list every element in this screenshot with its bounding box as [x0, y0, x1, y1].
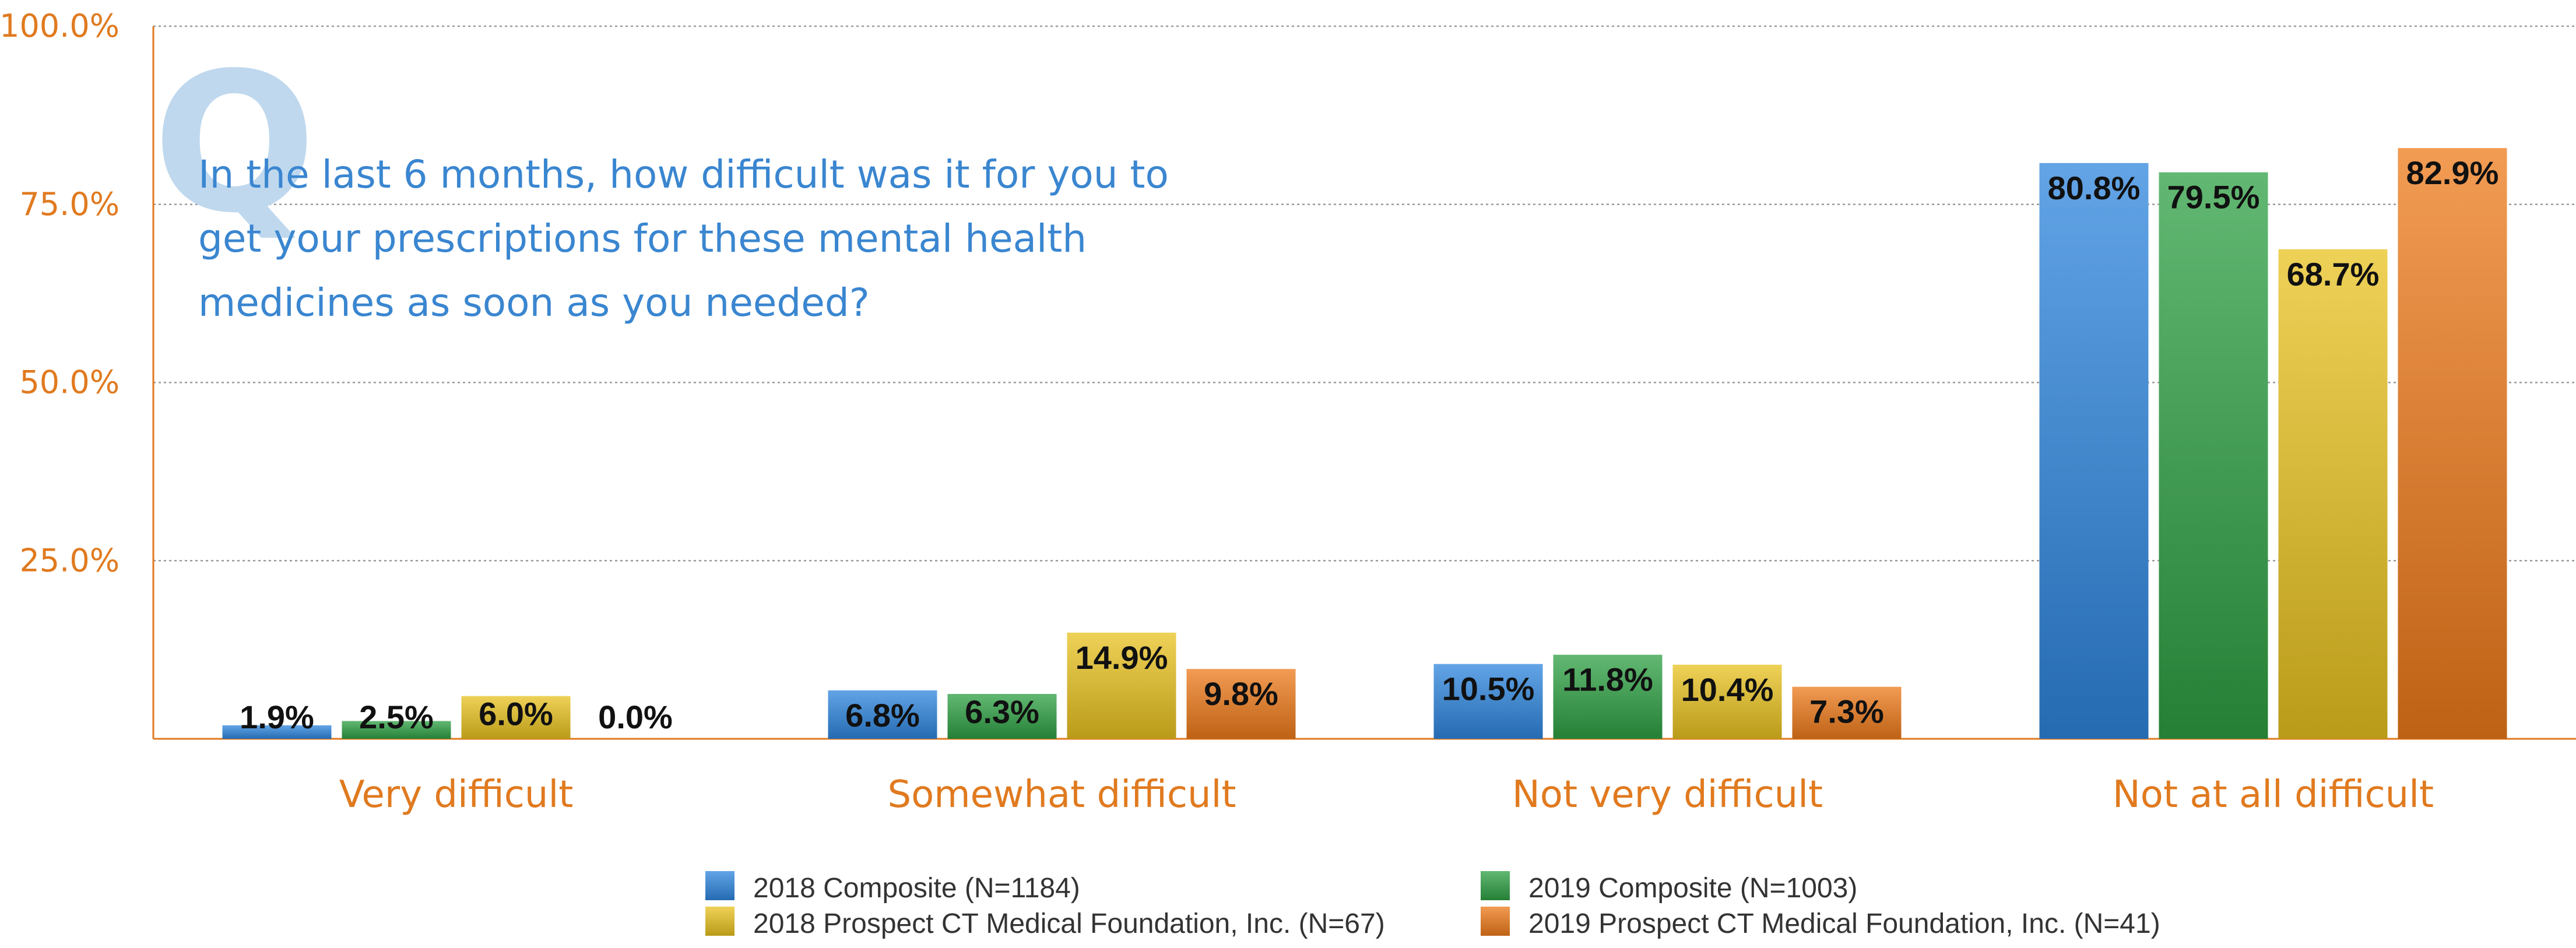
question-line-1: In the last 6 months, how difficult was …: [198, 152, 1169, 197]
bar: [1672, 664, 1782, 739]
x-category-label: Very difficult: [339, 773, 574, 816]
data-label: 80.8%: [2048, 170, 2141, 206]
legend-label: 2019 Composite (N=1003): [1528, 873, 1857, 904]
data-label: 9.8%: [1204, 675, 1278, 712]
data-label: 79.5%: [2167, 179, 2260, 216]
y-tick-label: 25.0%: [19, 542, 120, 579]
x-category-label: Somewhat difficult: [888, 773, 1236, 816]
legend-swatch: [1481, 871, 1510, 900]
bar: [1553, 654, 1663, 739]
bar: [342, 721, 451, 739]
legend-label: 2018 Prospect CT Medical Foundation, Inc…: [753, 908, 1385, 939]
bar: [2159, 172, 2268, 739]
data-label: 10.5%: [1442, 671, 1535, 707]
x-category-label: Not very difficult: [1512, 773, 1823, 816]
data-label: 82.9%: [2406, 154, 2499, 191]
bar: [2398, 148, 2507, 739]
data-label: 0.0%: [598, 699, 673, 735]
y-tick-label: 50.0%: [19, 364, 120, 401]
data-labels: 1.9% 2.5% 6.0% 0.0% 6.8% 6.3% 14.9% 9.8% 10.5% 11…: [240, 154, 2498, 735]
bar: [828, 690, 937, 739]
y-tick-label: 75.0%: [19, 186, 120, 223]
legend-label: 2018 Composite (N=1184): [753, 873, 1080, 904]
y-axis-ticks: 25.0% 50.0% 75.0% 100.0%: [0, 8, 120, 579]
bars: [222, 148, 2507, 739]
question-line-3: medicines as soon as you needed?: [198, 280, 870, 325]
bar: [1186, 669, 1296, 739]
question-block: Q In the last 6 months, how difficult wa…: [153, 31, 1169, 325]
data-label: 6.0%: [479, 696, 553, 732]
data-label: 14.9%: [1076, 639, 1168, 676]
bar: [1433, 664, 1543, 739]
data-label: 68.7%: [2287, 256, 2380, 292]
data-label: 2.5%: [359, 699, 434, 735]
bar: [461, 696, 571, 739]
legend-swatch: [705, 871, 735, 900]
bar: [2039, 163, 2149, 739]
legend-swatch: [705, 907, 735, 936]
data-label: 1.9%: [240, 699, 314, 735]
bar: [947, 693, 1057, 739]
x-axis-categories: Very difficult Somewhat difficult Not very…: [339, 773, 2434, 816]
legend-label: 2019 Prospect CT Medical Foundation, Inc…: [1528, 908, 2160, 939]
data-label: 7.3%: [1809, 693, 1884, 730]
bar: [2278, 249, 2388, 739]
question-line-2: get your prescriptions for these mental …: [198, 216, 1087, 261]
bar: [1067, 632, 1176, 739]
bar: [1792, 686, 1902, 739]
bar: [222, 725, 332, 739]
question-mark-icon: Q: [153, 31, 317, 255]
y-tick-label: 100.0%: [0, 8, 120, 44]
data-label: 11.8%: [1562, 661, 1653, 698]
data-label: 6.8%: [845, 697, 920, 734]
data-label: 10.4%: [1681, 671, 1774, 708]
data-label: 6.3%: [965, 693, 1039, 730]
legend-swatch: [1481, 907, 1510, 936]
legend: 2018 Composite (N=1184) 2019 Composite (N…: [705, 871, 2160, 939]
x-category-label: Not at all difficult: [2113, 773, 2434, 816]
